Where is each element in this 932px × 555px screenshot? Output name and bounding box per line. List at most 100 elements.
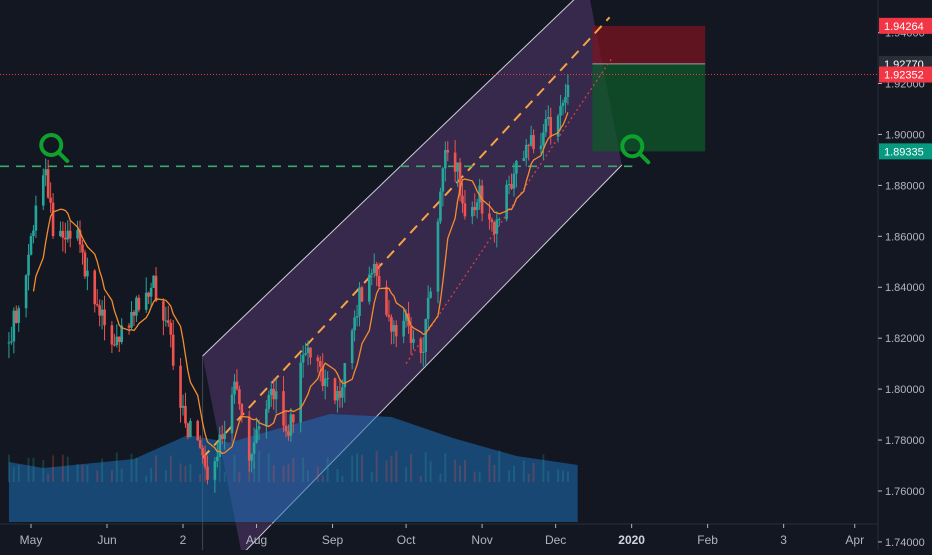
candle-body[interactable] bbox=[304, 353, 307, 355]
candle-body[interactable] bbox=[27, 254, 30, 276]
candle-body[interactable] bbox=[436, 221, 440, 292]
candle-body[interactable] bbox=[566, 85, 570, 97]
candle-body[interactable] bbox=[10, 341, 13, 343]
candle-body[interactable] bbox=[292, 414, 295, 423]
candle-body[interactable] bbox=[120, 325, 124, 343]
candle-body[interactable] bbox=[113, 344, 116, 346]
candle-body[interactable] bbox=[51, 202, 55, 237]
candle-body[interactable] bbox=[301, 354, 305, 363]
candle-body[interactable] bbox=[390, 317, 393, 332]
candle-body[interactable] bbox=[14, 310, 18, 323]
candle-body[interactable] bbox=[333, 378, 337, 401]
candle-body[interactable] bbox=[360, 287, 364, 302]
candle-body[interactable] bbox=[68, 230, 72, 239]
candle-body[interactable] bbox=[149, 287, 153, 297]
short-position-layer[interactable] bbox=[592, 25, 706, 152]
candle-body[interactable] bbox=[115, 336, 119, 346]
candle-body[interactable] bbox=[98, 305, 101, 316]
candle-body[interactable] bbox=[166, 320, 170, 323]
candle-body[interactable] bbox=[230, 394, 234, 434]
candle-body[interactable] bbox=[255, 429, 258, 443]
candle-body[interactable] bbox=[206, 466, 209, 480]
candle-body[interactable] bbox=[46, 169, 50, 198]
candle-body[interactable] bbox=[493, 222, 496, 234]
candle-body[interactable] bbox=[321, 366, 325, 386]
candle-body[interactable] bbox=[507, 184, 511, 186]
candle-body[interactable] bbox=[542, 132, 545, 146]
candle-body[interactable] bbox=[473, 207, 477, 211]
candle-body[interactable] bbox=[426, 297, 430, 320]
candle-body[interactable] bbox=[306, 347, 310, 354]
candle-body[interactable] bbox=[274, 391, 278, 400]
candle-body[interactable] bbox=[44, 169, 48, 176]
candle-body[interactable] bbox=[561, 102, 565, 106]
candle-body[interactable] bbox=[198, 440, 202, 448]
candle-body[interactable] bbox=[375, 263, 378, 276]
candle-body[interactable] bbox=[59, 230, 62, 237]
candle-body[interactable] bbox=[223, 433, 226, 440]
candle-body[interactable] bbox=[529, 135, 533, 146]
candle-body[interactable] bbox=[12, 310, 16, 342]
candle-body[interactable] bbox=[394, 325, 398, 337]
candle-body[interactable] bbox=[419, 338, 423, 353]
candle-body[interactable] bbox=[505, 184, 508, 220]
candle-body[interactable] bbox=[32, 230, 35, 237]
candle-body[interactable] bbox=[164, 320, 168, 322]
candle-body[interactable] bbox=[93, 270, 97, 305]
take-profit-zone[interactable] bbox=[592, 63, 706, 152]
candle-body[interactable] bbox=[203, 455, 207, 467]
candle-body[interactable] bbox=[220, 434, 224, 440]
candle-body[interactable] bbox=[289, 414, 293, 436]
candle-body[interactable] bbox=[385, 286, 388, 315]
candle-body[interactable] bbox=[64, 237, 67, 240]
candle-body[interactable] bbox=[309, 347, 312, 358]
candle-body[interactable] bbox=[510, 184, 513, 189]
candle-body[interactable] bbox=[429, 291, 432, 298]
candle-body[interactable] bbox=[470, 207, 474, 217]
candle-body[interactable] bbox=[66, 230, 70, 240]
candle-body[interactable] bbox=[34, 205, 38, 231]
candle-body[interactable] bbox=[24, 275, 28, 309]
candle-body[interactable] bbox=[512, 173, 516, 189]
candle-body[interactable] bbox=[556, 115, 560, 137]
channel-fill[interactable] bbox=[202, 0, 622, 555]
candle-body[interactable] bbox=[368, 274, 371, 302]
candle-body[interactable] bbox=[103, 309, 106, 326]
candle-body[interactable] bbox=[490, 219, 494, 223]
candle-body[interactable] bbox=[171, 334, 175, 366]
candle-body[interactable] bbox=[162, 301, 165, 321]
candle-body[interactable] bbox=[358, 287, 361, 317]
candle-body[interactable] bbox=[524, 144, 528, 158]
candle-body[interactable] bbox=[446, 149, 450, 153]
candle-body[interactable] bbox=[497, 219, 501, 221]
candle-body[interactable] bbox=[527, 144, 530, 146]
candle-body[interactable] bbox=[282, 391, 285, 426]
candle-body[interactable] bbox=[409, 326, 413, 343]
candle-body[interactable] bbox=[444, 149, 447, 169]
support-markers-layer[interactable] bbox=[39, 132, 651, 165]
candle-body[interactable] bbox=[370, 273, 374, 275]
candle-body[interactable] bbox=[532, 135, 535, 150]
candle-body[interactable] bbox=[336, 391, 339, 401]
candle-body[interactable] bbox=[132, 312, 136, 316]
candle-body[interactable] bbox=[110, 325, 114, 345]
candle-body[interactable] bbox=[213, 461, 217, 480]
candle-body[interactable] bbox=[453, 152, 457, 172]
candle-body[interactable] bbox=[463, 203, 467, 217]
candle-body[interactable] bbox=[152, 275, 155, 288]
candle-body[interactable] bbox=[539, 145, 543, 150]
candle-body[interactable] bbox=[269, 388, 273, 396]
candle-body[interactable] bbox=[130, 312, 133, 328]
candle-body[interactable] bbox=[61, 230, 65, 238]
support-marker-icon[interactable] bbox=[620, 134, 651, 165]
candle-body[interactable] bbox=[201, 447, 204, 456]
candle-body[interactable] bbox=[475, 202, 479, 211]
candle-body[interactable] bbox=[441, 168, 445, 192]
candle-body[interactable] bbox=[424, 319, 428, 352]
candle-body[interactable] bbox=[117, 336, 121, 343]
rising-trendline[interactable] bbox=[405, 57, 613, 364]
candle-body[interactable] bbox=[78, 230, 82, 245]
candle-body[interactable] bbox=[461, 195, 464, 204]
